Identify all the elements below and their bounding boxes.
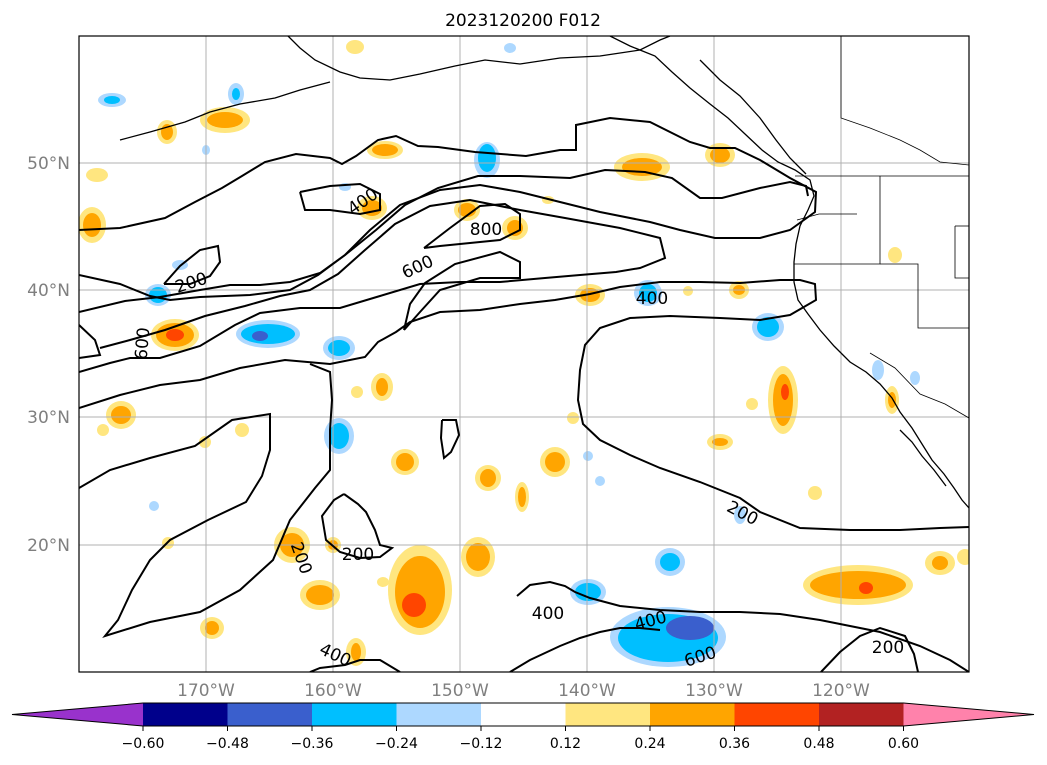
lat-label-30n: 30°N (27, 408, 70, 428)
map-background (79, 36, 969, 672)
lon-label-130w: 130°W (685, 681, 743, 701)
colorbar-tick-label: −0.24 (375, 736, 418, 752)
colorbar-bin (565, 703, 651, 726)
lon-label-160w: 160°W (304, 681, 362, 701)
colorbar: −0.60 −0.48 −0.36 −0.24 −0.12 0.12 0.24 0.36 0.4… (11, 702, 1035, 752)
colorbar-extend-high (903, 703, 1034, 726)
lon-label-140w: 140°W (558, 681, 616, 701)
colorbar-tick-label: −0.36 (291, 736, 334, 752)
lon-label-150w: 150°W (431, 681, 489, 701)
colorbar-tick-label: 0.36 (719, 736, 750, 752)
coastlines (119, 36, 969, 509)
colorbar-tick-label: 0.12 (550, 736, 581, 752)
colorbar-bin (481, 703, 566, 726)
positive-patch-2 (388, 545, 452, 635)
graticule (79, 36, 969, 672)
colorbar-bin (819, 703, 904, 726)
contour-label-400-c: 400 (532, 604, 564, 624)
positive-patch-4 (768, 366, 798, 434)
colorbar-tick-label: 0.60 (888, 736, 919, 752)
colorbar-bin (734, 703, 820, 726)
lat-label-50n: 50°N (27, 154, 70, 174)
latitude-labels: 50°N 40°N 30°N 20°N (27, 154, 70, 556)
political-borders (794, 36, 969, 419)
anomaly-patches (79, 40, 969, 667)
contour-label-600-b: 600 (132, 327, 155, 361)
negative-patch-1 (610, 607, 726, 667)
colorbar-tick-label: 0.48 (803, 736, 834, 752)
colorbar-extend-low (12, 703, 143, 726)
lat-label-40n: 40°N (27, 281, 70, 301)
positive-patch-3 (803, 565, 913, 605)
colorbar-bin (650, 703, 735, 726)
longitude-labels: 170°W 160°W 150°W 140°W 130°W 120°W (177, 681, 870, 701)
colorbar-tick-label: −0.12 (460, 736, 503, 752)
contour-lines (79, 116, 969, 672)
lon-label-120w: 120°W (812, 681, 870, 701)
contour-label-200-e: 200 (872, 638, 904, 658)
figure-title: 2023120200 F012 (445, 11, 601, 31)
lat-label-20n: 20°N (27, 536, 70, 556)
map-frame (78, 35, 970, 673)
colorbar-bin (143, 703, 228, 726)
colorbar-bin (396, 703, 482, 726)
lon-label-170w: 170°W (177, 681, 235, 701)
colorbar-bin (312, 703, 397, 726)
contour-label-800: 800 (470, 220, 502, 240)
positive-patch-1 (151, 319, 199, 351)
negative-patch-2 (236, 320, 300, 348)
colorbar-tick-label: −0.60 (122, 736, 165, 752)
map-panel: 400 800 600 200 600 400 200 200 200 400 … (78, 35, 970, 673)
colorbar-tick-label: 0.24 (634, 736, 665, 752)
colorbar-tick-label: −0.48 (206, 736, 249, 752)
colorbar-bin (227, 703, 313, 726)
contour-label-400-b: 400 (636, 289, 668, 309)
contour-label-200-d: 200 (342, 545, 374, 565)
positive-patch-5 (614, 153, 670, 181)
